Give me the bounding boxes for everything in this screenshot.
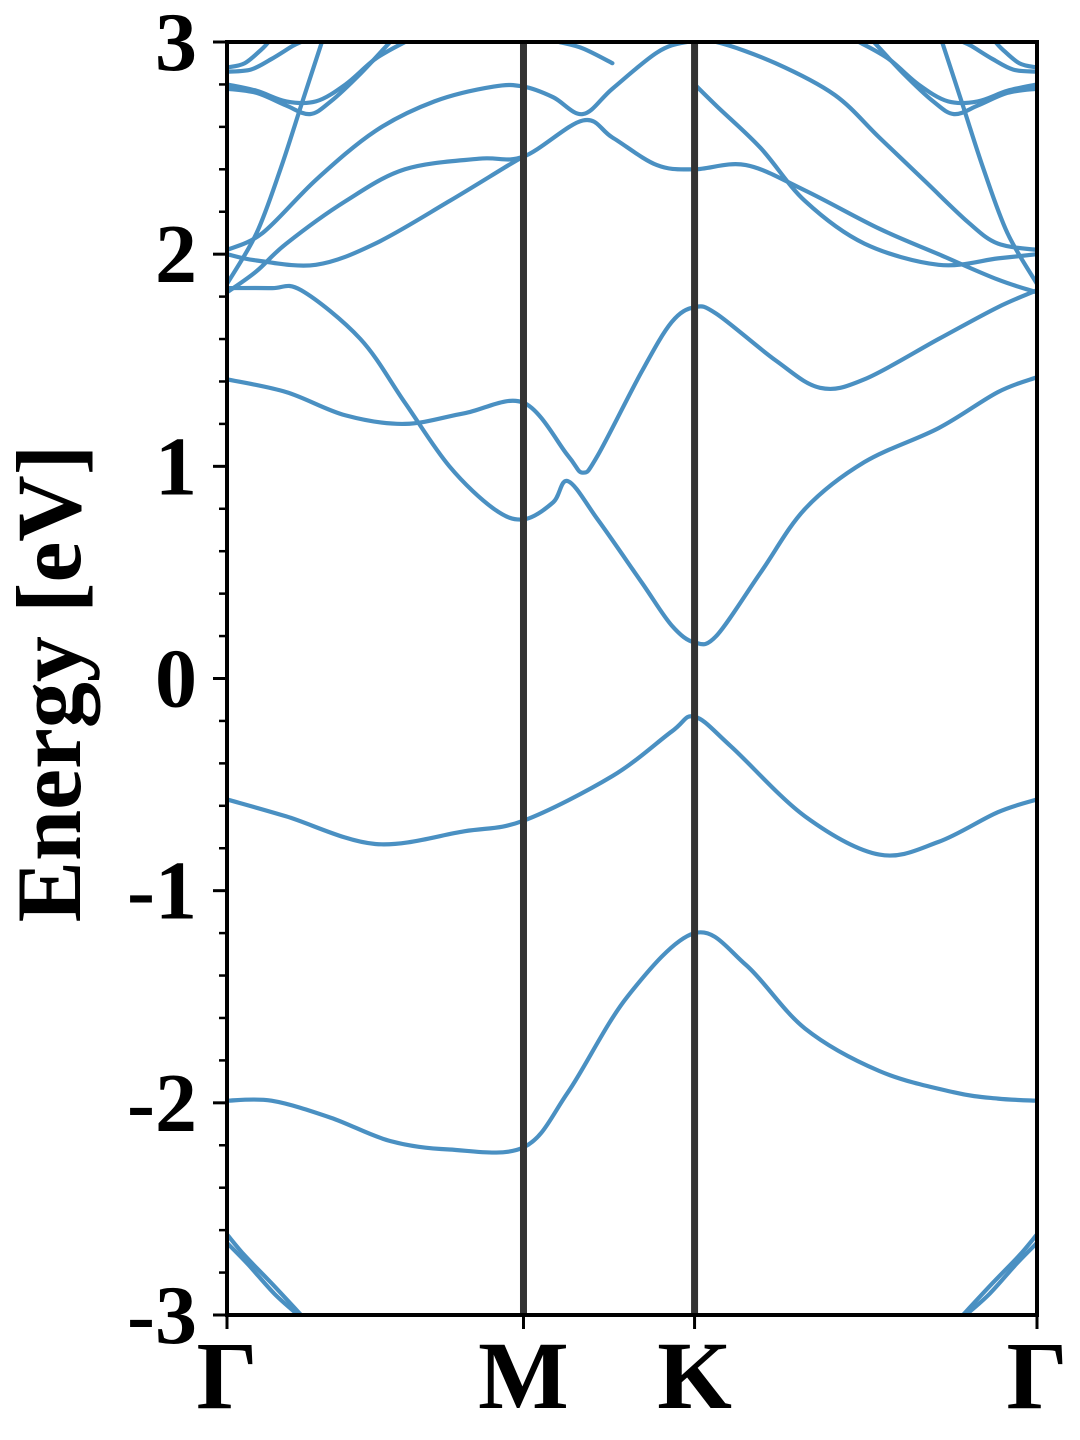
band-line [227, 42, 393, 117]
band-line [960, 1232, 1037, 1315]
band-line [227, 714, 1037, 858]
y-axis-tick-labels: 3 2 1 0 -1 -2 -3 [127, 0, 197, 1362]
band-line [227, 42, 304, 74]
y-tick-label: 3 [155, 0, 197, 89]
high-symmetry-lines [519, 42, 699, 1315]
y-axis-label: Energy [eV] [0, 445, 100, 923]
band-line [227, 1240, 301, 1315]
y-axis-ticks [213, 40, 1039, 1329]
band-line [227, 154, 526, 268]
band-line [227, 1232, 304, 1315]
band-line [227, 117, 1037, 295]
band-lines [227, 42, 1037, 1315]
x-tick-label: Γ [1006, 1322, 1067, 1429]
x-tick-label: M [478, 1322, 569, 1429]
band-line [993, 42, 1037, 70]
band-line [227, 283, 1037, 647]
band-line [871, 42, 1037, 117]
y-tick-label: 2 [155, 208, 197, 301]
x-tick-label: Γ [196, 1322, 257, 1429]
x-tick-label: K [657, 1322, 732, 1429]
band-line [557, 42, 615, 66]
band-line [227, 42, 271, 70]
y-tick-label: -2 [127, 1057, 197, 1150]
y-tick-label: -1 [127, 845, 197, 938]
band-line [227, 42, 324, 286]
band-line [963, 1240, 1037, 1315]
band-line [692, 82, 1037, 268]
y-tick-label: -3 [127, 1269, 197, 1362]
band-line [960, 42, 1037, 74]
y-tick-label: 1 [155, 420, 197, 513]
y-tick-label: 0 [155, 633, 197, 726]
band-line [227, 42, 1037, 252]
band-line [227, 930, 1037, 1155]
band-line [940, 42, 1037, 286]
band-line [227, 288, 1037, 475]
